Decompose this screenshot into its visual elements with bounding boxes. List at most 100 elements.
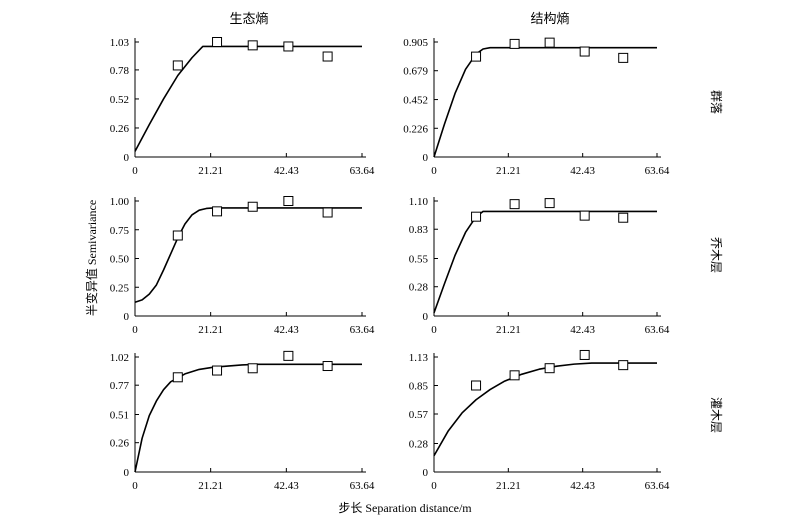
column-title-structural: 结构熵	[530, 11, 569, 26]
x-tick-label: 21.21	[198, 165, 223, 177]
panel-row3-col2: 0 0.28 0.57 0.85 1.13 0 21.21 42.43 63.64	[409, 349, 670, 492]
x-tick-label: 63.64	[645, 324, 670, 336]
data-point	[618, 212, 629, 223]
y-tick-label: 0.28	[409, 439, 429, 451]
data-point	[509, 370, 520, 381]
y-tick-label: 0.226	[403, 123, 428, 135]
fitted-model-curve	[134, 207, 362, 303]
x-tick-label: 42.43	[570, 165, 595, 177]
y-tick-label: 0	[124, 311, 130, 323]
y-tick-label: 0.50	[110, 254, 130, 266]
y-tick-label: 0.28	[409, 282, 429, 294]
data-point	[283, 41, 294, 52]
x-tick-label: 63.64	[350, 480, 375, 492]
x-tick-label: 0	[431, 165, 437, 177]
data-point	[212, 365, 223, 376]
x-tick-label: 42.43	[274, 165, 299, 177]
fitted-model-curve	[433, 46, 657, 158]
x-tick-label: 42.43	[274, 480, 299, 492]
x-tick-label: 63.64	[645, 480, 670, 492]
x-tick-label: 0	[431, 324, 437, 336]
data-point	[247, 40, 258, 51]
data-point	[579, 46, 590, 57]
data-point	[579, 210, 590, 221]
x-tick-label: 21.21	[496, 165, 521, 177]
row-label-tree-layer: 乔木层	[709, 237, 723, 273]
fitted-model-curve	[433, 210, 657, 314]
data-point	[212, 37, 223, 47]
y-tick-label: 1.00	[110, 196, 130, 208]
y-tick-label: 0.905	[403, 37, 428, 49]
y-tick-label: 0	[423, 152, 429, 164]
data-point	[283, 196, 294, 206]
y-tick-label: 0.77	[110, 380, 130, 392]
data-point	[283, 350, 294, 361]
data-point	[509, 199, 520, 210]
panel-row1-col2: 0 0.226 0.452 0.679 0.905 0 21.21 42.43 63.64	[403, 37, 670, 177]
x-tick-label: 63.64	[645, 165, 670, 177]
data-point	[322, 207, 333, 218]
x-tick-label: 42.43	[570, 324, 595, 336]
panel-row2-col1: 0 0.25 0.50 0.75 1.00 0 21.21 42.43 63.64	[110, 196, 375, 336]
y-tick-label: 0	[124, 467, 130, 479]
y-tick-label: 0	[423, 467, 429, 479]
y-tick-label: 0.85	[409, 380, 429, 392]
panel-row2-col2: 0 0.28 0.55 0.83 1.10 0 21.21 42.43 63.64	[409, 196, 670, 336]
data-point	[544, 37, 555, 48]
y-tick-label: 0.78	[110, 65, 130, 77]
y-tick-label: 0.55	[409, 254, 429, 266]
panel-row3-col1: 0 0.26 0.51 0.77 1.02 0 21.21 42.43 63.64	[110, 350, 375, 492]
column-title-ecological: 生态熵	[229, 11, 268, 26]
x-tick-label: 21.21	[198, 480, 223, 492]
y-tick-label: 0	[423, 311, 429, 323]
data-point	[544, 363, 555, 374]
y-tick-label: 0	[124, 152, 130, 164]
data-point	[172, 372, 183, 383]
y-tick-label: 1.02	[110, 352, 129, 364]
y-tick-label: 0.26	[110, 438, 130, 450]
y-tick-label: 0.83	[409, 224, 429, 236]
data-point	[322, 361, 333, 372]
y-tick-label: 0.452	[403, 95, 428, 107]
x-tick-label: 0	[132, 165, 138, 177]
y-tick-label: 0.75	[110, 225, 130, 237]
x-tick-label: 63.64	[350, 324, 375, 336]
y-tick-label: 1.03	[110, 37, 130, 49]
row-label-shrub-layer: 灌木层	[709, 397, 723, 433]
fitted-model-curve	[134, 45, 362, 152]
data-point	[471, 380, 482, 391]
y-tick-label: 1.13	[409, 352, 429, 364]
y-tick-label: 0.51	[110, 410, 129, 422]
x-tick-label: 63.64	[350, 165, 375, 177]
x-tick-label: 21.21	[496, 480, 521, 492]
x-tick-label: 0	[132, 480, 138, 492]
x-tick-label: 42.43	[570, 480, 595, 492]
y-tick-label: 0.52	[110, 94, 129, 106]
data-point	[172, 230, 183, 241]
data-point	[471, 211, 482, 222]
x-tick-label: 21.21	[198, 324, 223, 336]
data-point	[471, 51, 482, 62]
x-tick-label: 0	[132, 324, 138, 336]
fitted-model-curve	[433, 362, 657, 457]
data-point	[618, 52, 629, 63]
panel-row1-col1: 0 0.26 0.52 0.78 1.03 0 21.21 42.43 63.64	[110, 37, 375, 177]
data-point	[544, 198, 555, 209]
data-point	[247, 363, 258, 374]
x-tick-label: 42.43	[274, 324, 299, 336]
row-label-community: 群落	[709, 90, 723, 114]
data-point	[322, 51, 333, 62]
y-axis-label: 半变异值 Semivariance	[84, 200, 99, 316]
x-tick-label: 0	[431, 480, 437, 492]
data-point	[212, 206, 223, 217]
data-point	[247, 201, 258, 212]
y-tick-label: 0.57	[409, 409, 429, 421]
fitted-model-curve	[134, 363, 362, 473]
data-point	[618, 360, 629, 371]
data-point	[579, 349, 590, 360]
y-tick-label: 0.679	[403, 66, 428, 78]
data-point	[172, 60, 183, 71]
x-axis-label: 步长 Separation distance/m	[338, 501, 472, 515]
y-tick-label: 0.26	[110, 123, 130, 135]
